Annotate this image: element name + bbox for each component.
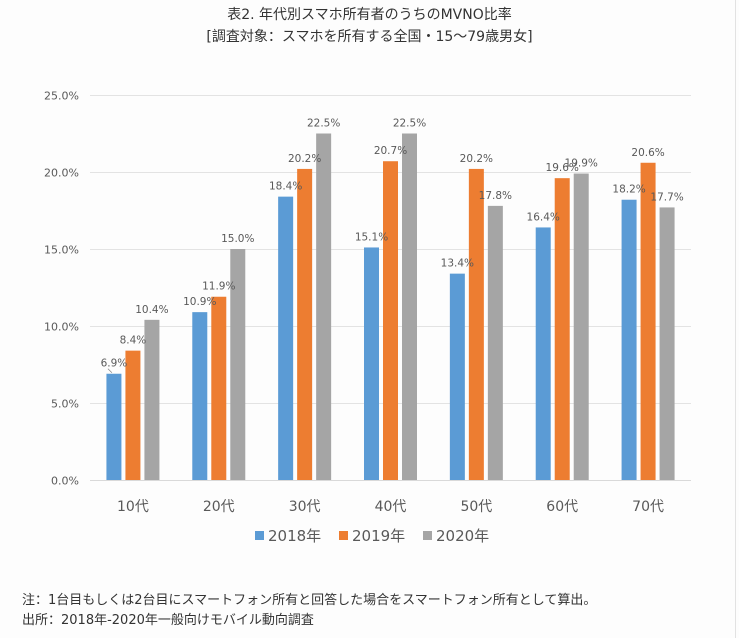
- data-label: 17.7%: [650, 191, 683, 203]
- bar-2020年-70代: [659, 207, 675, 481]
- data-label: 22.5%: [393, 118, 426, 130]
- chart-title: 表2. 年代別スマホ所有者のうちのMVNO比率: [227, 7, 512, 23]
- bar-2018年-50代: [449, 273, 465, 480]
- x-category-label: 70代: [632, 499, 664, 515]
- data-label: 20.2%: [460, 153, 493, 165]
- bar-2019年-20代: [211, 296, 227, 480]
- y-tick-label: 0.0%: [51, 475, 79, 488]
- bar-2019年-60代: [554, 178, 570, 480]
- bar-2018年-40代: [364, 247, 379, 480]
- data-label: 20.2%: [288, 153, 321, 165]
- y-tick-label: 20.0%: [44, 167, 79, 180]
- data-label: 20.6%: [631, 147, 664, 159]
- bar-2020年-60代: [573, 173, 589, 481]
- bar-2018年-10代: [106, 373, 122, 480]
- bars: [106, 133, 675, 481]
- data-label: 10.4%: [135, 304, 168, 316]
- y-tick-label: 10.0%: [44, 321, 79, 334]
- data-labels: 6.9% 8.4% 10.4% 10.9% 11.9% 15.0% 18.4% 20.2% 22…: [101, 118, 684, 374]
- bar-2019年-50代: [468, 168, 484, 481]
- legend-label: 2020年: [436, 527, 489, 545]
- data-label: 19.9%: [565, 158, 598, 170]
- x-category-label: 20代: [203, 499, 235, 515]
- bar-2020年-50代: [487, 205, 503, 480]
- bar-2019年-70代: [640, 162, 656, 480]
- y-tick-label: 15.0%: [44, 244, 79, 257]
- frame-border: [735, 0, 736, 638]
- x-category-label: 40代: [375, 499, 407, 515]
- bar-2019年-10代: [125, 350, 141, 480]
- y-tick-label: 25.0%: [44, 90, 79, 103]
- data-label: 16.4%: [527, 211, 560, 223]
- bar-2019年-40代: [383, 161, 398, 480]
- bar-2020年-20代: [230, 249, 246, 480]
- x-axis-category-labels: 10代 20代 30代 40代 50代 60代 70代: [117, 499, 664, 515]
- data-label: 6.9%: [101, 358, 128, 370]
- data-label: 15.0%: [221, 233, 254, 245]
- bar-2019年-30代: [297, 168, 313, 481]
- legend-label: 2018年: [268, 527, 321, 545]
- bar-2018年-20代: [192, 312, 208, 480]
- source-note: 出所：2018年-2020年一般向けモバイル動向調査: [22, 613, 314, 628]
- footnote: 注：1台目もしくは2台目にスマートフォン所有と回答した場合をスマートフォン所有と…: [22, 593, 597, 608]
- y-axis-tick-labels: 0.0% 5.0% 10.0% 15.0% 20.0% 25.0%: [44, 90, 79, 488]
- chart-subtitle: [調査対象：スマホを所有する全国・15～79歳男女]: [206, 29, 533, 45]
- data-label: 22.5%: [307, 118, 340, 130]
- bar-2020年-40代: [402, 133, 417, 480]
- data-label: 18.2%: [612, 184, 645, 196]
- x-category-label: 30代: [289, 499, 321, 515]
- data-label: 18.4%: [269, 181, 302, 193]
- x-category-label: 60代: [546, 499, 578, 515]
- bar-2020年-30代: [316, 133, 332, 480]
- data-label: 11.9%: [202, 281, 235, 293]
- data-label: 20.7%: [374, 145, 407, 157]
- legend-swatch-2019年: [339, 531, 348, 540]
- y-tick-label: 5.0%: [51, 398, 79, 411]
- legend-label: 2019年: [352, 527, 405, 545]
- x-category-label: 10代: [117, 499, 149, 515]
- bar-2020年-10代: [144, 319, 160, 480]
- legend-swatch-2018年: [255, 531, 264, 540]
- bar-2018年-30代: [278, 196, 294, 480]
- bar-2018年-70代: [621, 199, 637, 480]
- data-label: 19.6%: [546, 162, 579, 174]
- data-label: 15.1%: [355, 231, 388, 243]
- data-label: 13.4%: [441, 258, 474, 270]
- x-category-label: 50代: [460, 499, 492, 515]
- data-label: 17.8%: [479, 190, 512, 202]
- data-label: 10.9%: [183, 296, 216, 308]
- data-label: 8.4%: [120, 335, 147, 347]
- legend: 2018年 2019年 2020年: [255, 527, 489, 545]
- bar-2018年-60代: [535, 227, 551, 480]
- label-leader-line: [107, 368, 113, 374]
- legend-swatch-2020年: [423, 531, 432, 540]
